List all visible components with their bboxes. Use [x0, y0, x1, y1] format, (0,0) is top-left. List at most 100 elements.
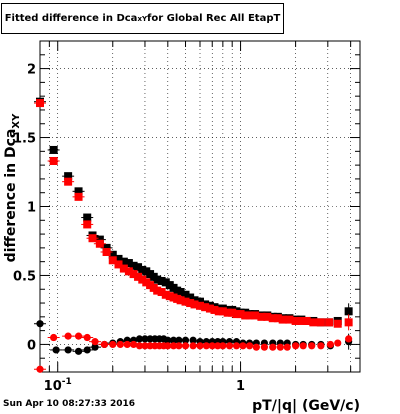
- data-point: [251, 311, 260, 320]
- data-point: [196, 342, 204, 350]
- data-point: [36, 320, 44, 328]
- data-point: [129, 261, 138, 270]
- data-point: [134, 263, 143, 272]
- data-point: [138, 265, 147, 274]
- data-point: [308, 342, 316, 350]
- data-point: [123, 340, 131, 349]
- data-point: [225, 342, 234, 350]
- data-point: [257, 312, 266, 321]
- data-point: [138, 275, 147, 284]
- data-point: [74, 332, 83, 340]
- data-point: [223, 308, 232, 317]
- data-point: [309, 318, 318, 327]
- data-point: [214, 307, 223, 316]
- data-point: [49, 156, 58, 165]
- data-point: [119, 257, 128, 266]
- datestamp: Sun Apr 10 08:27:33 2016: [3, 399, 136, 409]
- data-point: [190, 296, 199, 305]
- data-point: [344, 307, 353, 316]
- data-point: [232, 310, 241, 319]
- data-point: [269, 343, 277, 351]
- chart-title: Fitted difference in Dca xY for Global Re…: [1, 3, 284, 34]
- svg-text:difference in DcaXY: difference in DcaXY: [3, 113, 22, 262]
- y-tick-label: 1: [27, 201, 36, 216]
- data-point: [181, 342, 190, 350]
- data-point: [245, 342, 254, 350]
- data-point: [169, 336, 178, 344]
- data-point: [74, 187, 83, 196]
- chart-title-suffix: for Global Rec All EtapT: [147, 13, 281, 24]
- x-axis-label: pT/|q| (GeV/c): [252, 398, 360, 414]
- data-point: [214, 342, 222, 350]
- data-point: [291, 316, 300, 325]
- data-point: [273, 314, 282, 323]
- data-point: [175, 342, 183, 350]
- data-point: [208, 342, 216, 350]
- data-point: [210, 305, 219, 314]
- data-point: [190, 300, 199, 309]
- y-tick-label: 0: [27, 338, 36, 353]
- x-tick-label: 10-1: [44, 377, 72, 394]
- data-point: [334, 339, 342, 347]
- data-point: [153, 275, 162, 284]
- data-point: [52, 346, 60, 354]
- data-point: [169, 342, 178, 350]
- data-point: [236, 310, 245, 319]
- data-point: [109, 340, 117, 349]
- data-point: [276, 343, 284, 351]
- y-tick-label: 0.5: [13, 269, 36, 284]
- data-point: [181, 297, 190, 306]
- data-point: [108, 256, 117, 265]
- x-tick-label: 1: [236, 379, 245, 394]
- data-point: [91, 338, 99, 346]
- data-point: [157, 288, 166, 297]
- data-point: [189, 336, 197, 344]
- data-point: [124, 267, 133, 276]
- data-point: [116, 340, 124, 349]
- data-point: [164, 336, 172, 344]
- data-point: [252, 343, 260, 351]
- data-point: [299, 342, 307, 350]
- y-axis-label-sub: XY: [11, 113, 22, 129]
- data-point: [263, 312, 272, 321]
- data-point: [219, 342, 227, 350]
- data-point: [201, 303, 210, 312]
- data-point: [129, 270, 138, 279]
- data-point: [292, 342, 300, 350]
- data-point: [49, 145, 58, 154]
- data-point: [114, 254, 123, 263]
- data-point: [129, 340, 138, 349]
- data-point: [88, 234, 97, 243]
- data-points: [34, 97, 353, 373]
- data-point: [50, 333, 58, 342]
- data-point: [333, 319, 342, 328]
- data-point: [176, 288, 185, 297]
- y-tick-label: 1.5: [13, 132, 36, 147]
- data-point: [181, 290, 190, 299]
- data-point: [64, 332, 72, 340]
- data-point: [260, 343, 268, 351]
- data-point: [326, 340, 335, 349]
- data-point: [325, 318, 334, 327]
- data-point: [36, 365, 44, 373]
- data-point: [100, 340, 108, 349]
- data-point: [176, 296, 185, 305]
- data-point: [74, 347, 83, 355]
- data-point: [241, 311, 250, 320]
- data-point: [64, 172, 73, 181]
- data-point: [283, 343, 291, 351]
- data-point: [268, 314, 277, 323]
- data-point: [181, 336, 190, 344]
- data-point: [302, 316, 311, 325]
- y-axis-label: difference in DcaXY: [3, 113, 22, 262]
- data-point: [95, 239, 104, 248]
- data-point: [141, 342, 149, 350]
- y-axis-label-main: difference in Dca: [3, 129, 19, 263]
- data-point: [102, 248, 111, 257]
- data-point: [119, 264, 128, 273]
- data-point: [83, 220, 92, 229]
- data-point: [344, 318, 353, 327]
- data-point: [196, 297, 204, 306]
- data-point: [164, 342, 172, 350]
